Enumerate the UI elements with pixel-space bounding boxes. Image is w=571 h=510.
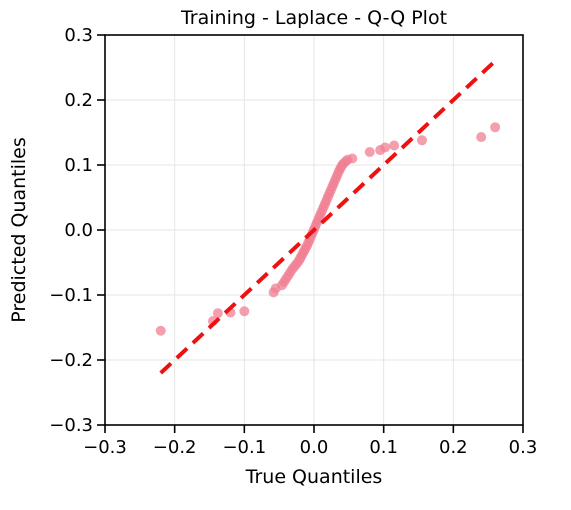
- data-point: [389, 140, 400, 151]
- y-tick-label: −0.2: [49, 350, 93, 371]
- data-point: [347, 153, 358, 164]
- x-tick-label: 0.1: [369, 437, 398, 458]
- x-tick-label: 0.0: [300, 437, 329, 458]
- x-axis-label: True Quantiles: [245, 466, 383, 488]
- axis-ticks: −0.3 −0.2 −0.1 0.0 0.1 0.2 0.3 −0.3 −0.2 −0.1 0.0 0…: [49, 25, 537, 458]
- data-point: [212, 308, 223, 319]
- y-tick-label: −0.1: [49, 285, 93, 306]
- x-tick-label: 0.2: [439, 437, 468, 458]
- y-tick-label: 0.0: [64, 220, 93, 241]
- reference-line-layer: [159, 59, 497, 375]
- data-point: [364, 147, 375, 157]
- x-tick-label: −0.3: [83, 437, 127, 458]
- data-point: [476, 132, 487, 143]
- x-tick-label: −0.2: [153, 437, 197, 458]
- scatter-points: [155, 122, 501, 336]
- data-point: [490, 122, 501, 133]
- data-point: [155, 325, 166, 336]
- x-tick-label: −0.1: [222, 437, 266, 458]
- data-point: [380, 142, 391, 153]
- x-tick-label: 0.3: [509, 437, 538, 458]
- chart-title: Training - Laplace - Q-Q Plot: [180, 7, 447, 29]
- data-point: [239, 306, 250, 317]
- y-tick-label: −0.3: [49, 415, 93, 436]
- y-tick-label: 0.2: [64, 90, 93, 111]
- y-tick-label: 0.1: [64, 155, 93, 176]
- y-axis-label: Predicted Quantiles: [8, 137, 30, 323]
- reference-line: [159, 59, 497, 375]
- data-point: [416, 135, 427, 146]
- y-tick-label: 0.3: [64, 25, 93, 46]
